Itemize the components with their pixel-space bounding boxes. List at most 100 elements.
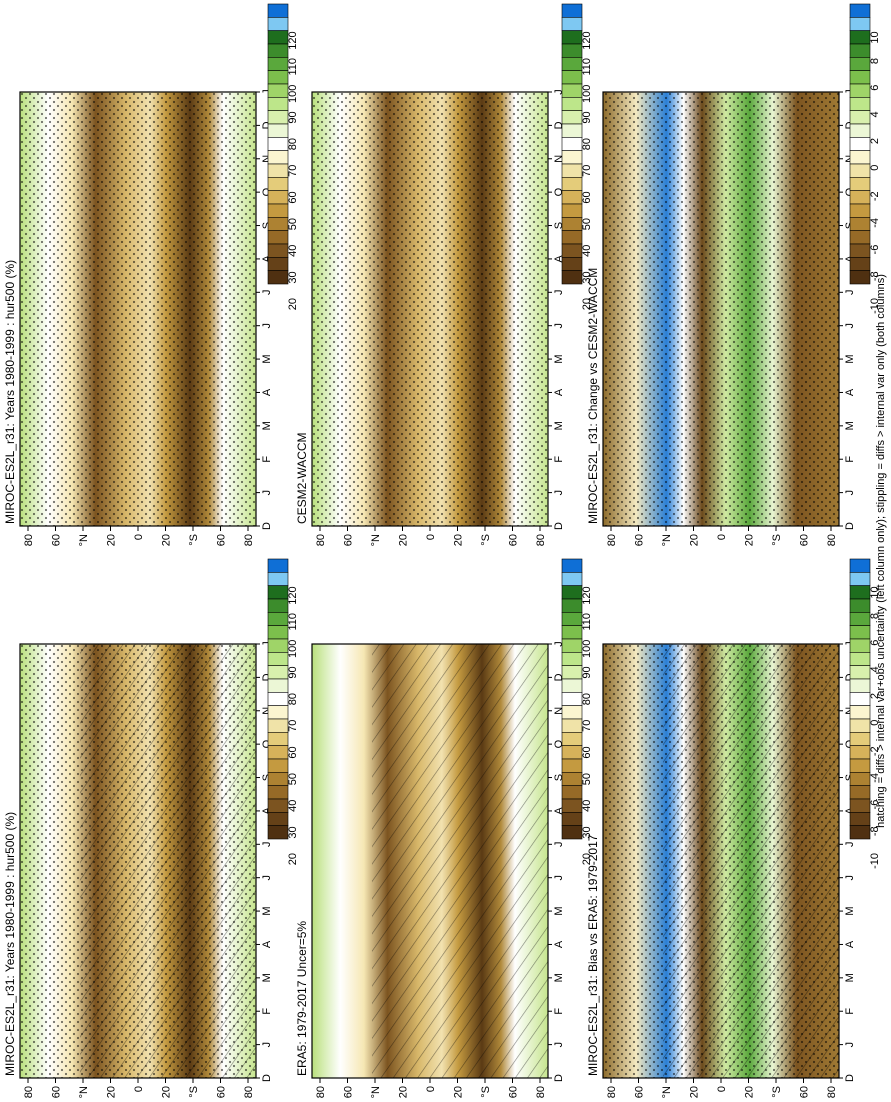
lat-tick-label: 60	[799, 534, 811, 546]
lat-tick-label: 80	[606, 534, 618, 546]
colorbar-swatch	[267, 230, 289, 245]
colorbar-swatch	[561, 30, 583, 45]
month-tick-label: A	[261, 807, 273, 815]
colorbar-label: 70	[581, 165, 593, 177]
lat-tick-label: °S	[480, 534, 492, 546]
colorbar-swatch	[849, 572, 871, 586]
colorbar-swatch	[267, 625, 289, 640]
colorbar-label: 0	[869, 165, 881, 171]
colorbar-swatch	[267, 123, 289, 138]
month-tick-label: M	[844, 906, 856, 915]
month-tick-label: D	[553, 673, 565, 681]
colorbar-label: 30	[581, 271, 593, 283]
colorbar-swatch	[849, 785, 871, 800]
colorbar-label: 70	[287, 720, 299, 732]
colorbar-swatch	[561, 217, 583, 231]
month-tick-label: M	[261, 906, 273, 915]
colorbar-swatch	[849, 163, 871, 178]
colorbar-swatch	[561, 558, 583, 573]
colorbar-swatch	[561, 812, 583, 826]
colorbar-swatch	[267, 772, 289, 786]
month-tick-label: M	[553, 973, 565, 982]
colorbar-label: 120	[287, 31, 299, 49]
colorbar-swatch	[267, 70, 289, 85]
colorbar-swatch	[849, 257, 871, 271]
colorbar-swatch	[849, 30, 871, 45]
colorbar-swatch	[267, 585, 289, 600]
month-tick-label: S	[553, 222, 565, 229]
month-tick-label: J	[261, 323, 273, 329]
month-tick-label: J	[553, 875, 565, 881]
month-tick-label: J	[553, 89, 565, 95]
colorbar-swatch	[849, 190, 871, 205]
colorbar-swatch	[849, 612, 871, 626]
colorbar-label: 50	[581, 773, 593, 785]
colorbar-label: 100	[287, 85, 299, 103]
colorbar-label: 40	[287, 245, 299, 257]
colorbar: 120 110 100 90 80 70 60 50 40 30 20	[561, 3, 593, 310]
lat-tick-label: 60	[216, 1086, 228, 1098]
colorbar-swatch	[267, 758, 289, 773]
colorbar-swatch	[267, 705, 289, 720]
colorbar: 120 110 100 90 80 70 60 50 40 30 20	[561, 558, 593, 865]
lat-tick-label: 20	[398, 534, 410, 546]
colorbar-swatch	[849, 598, 871, 613]
colorbar-swatch	[561, 772, 583, 786]
colorbar-label: -10	[869, 298, 881, 314]
colorbar-swatch	[849, 83, 871, 98]
colorbar-label: -4	[869, 218, 881, 228]
month-tick-label: F	[261, 1008, 273, 1015]
colorbar-label: 80	[581, 138, 593, 150]
colorbar-swatch	[267, 638, 289, 653]
colorbar-swatch	[849, 665, 871, 680]
colorbar-label: 40	[287, 800, 299, 812]
colorbar-label: 30	[581, 826, 593, 838]
colorbar-swatch	[561, 243, 583, 258]
colorbar-label: 6	[869, 640, 881, 646]
colorbar: 120 110 100 90 80 70 60 50 40 30 20	[267, 558, 299, 865]
colorbar-swatch	[849, 230, 871, 245]
lat-tick-label: 80	[315, 1086, 327, 1098]
colorbar-swatch	[561, 257, 583, 271]
colorbar-swatch	[849, 705, 871, 720]
lat-tick-label: 20	[453, 1086, 465, 1098]
colorbar-swatch	[267, 163, 289, 178]
colorbar-swatch	[849, 43, 871, 58]
colorbar-label: 110	[581, 58, 593, 76]
lat-tick-label: °N	[370, 1086, 382, 1098]
colorbar-swatch	[561, 57, 583, 71]
month-tick-label: F	[844, 456, 856, 463]
colorbar-swatch	[561, 150, 583, 165]
lat-tick-label: 60	[216, 534, 228, 546]
colorbar-swatch	[561, 203, 583, 218]
colorbar-swatch	[849, 17, 871, 31]
colorbar-swatch	[561, 705, 583, 720]
colorbar-swatch	[267, 558, 289, 573]
month-tick-label: M	[261, 354, 273, 363]
colorbar-label: -6	[869, 245, 881, 255]
month-tick-label: J	[553, 842, 565, 848]
colorbar-swatch	[561, 665, 583, 680]
colorbar-swatch	[267, 217, 289, 231]
month-tick-label: O	[261, 739, 273, 748]
month-tick-label: D	[844, 1074, 856, 1082]
chart-panel-3: 80 60 °N 20 0 20 °S 60 80 D J F M A M J J A S O N D J ERA5: 197…	[295, 558, 593, 1098]
lat-tick-label: 20	[106, 534, 118, 546]
panel-grid: 80 60 °N 20 0 20 °S 60 80DJFMAMJJASONDJMIROC-ES2…	[3, 3, 881, 1098]
colorbar-swatch	[267, 57, 289, 71]
month-tick-label: A	[553, 807, 565, 815]
colorbar-swatch	[561, 598, 583, 613]
colorbar-swatch	[849, 732, 871, 746]
colorbar-label: 8	[869, 613, 881, 619]
colorbar-swatch	[849, 558, 871, 573]
lat-tick-label: °S	[188, 534, 200, 546]
colorbar-swatch	[267, 572, 289, 586]
month-tick-label: A	[844, 388, 856, 396]
lat-tick-label: 0	[716, 1086, 728, 1092]
month-tick-label: A	[553, 255, 565, 263]
lat-tick-label: 80	[243, 534, 255, 546]
colorbar-label: 100	[581, 640, 593, 658]
colorbar-swatch	[561, 718, 583, 733]
colorbar-swatch	[267, 177, 289, 191]
lat-tick-label: °N	[78, 534, 90, 546]
